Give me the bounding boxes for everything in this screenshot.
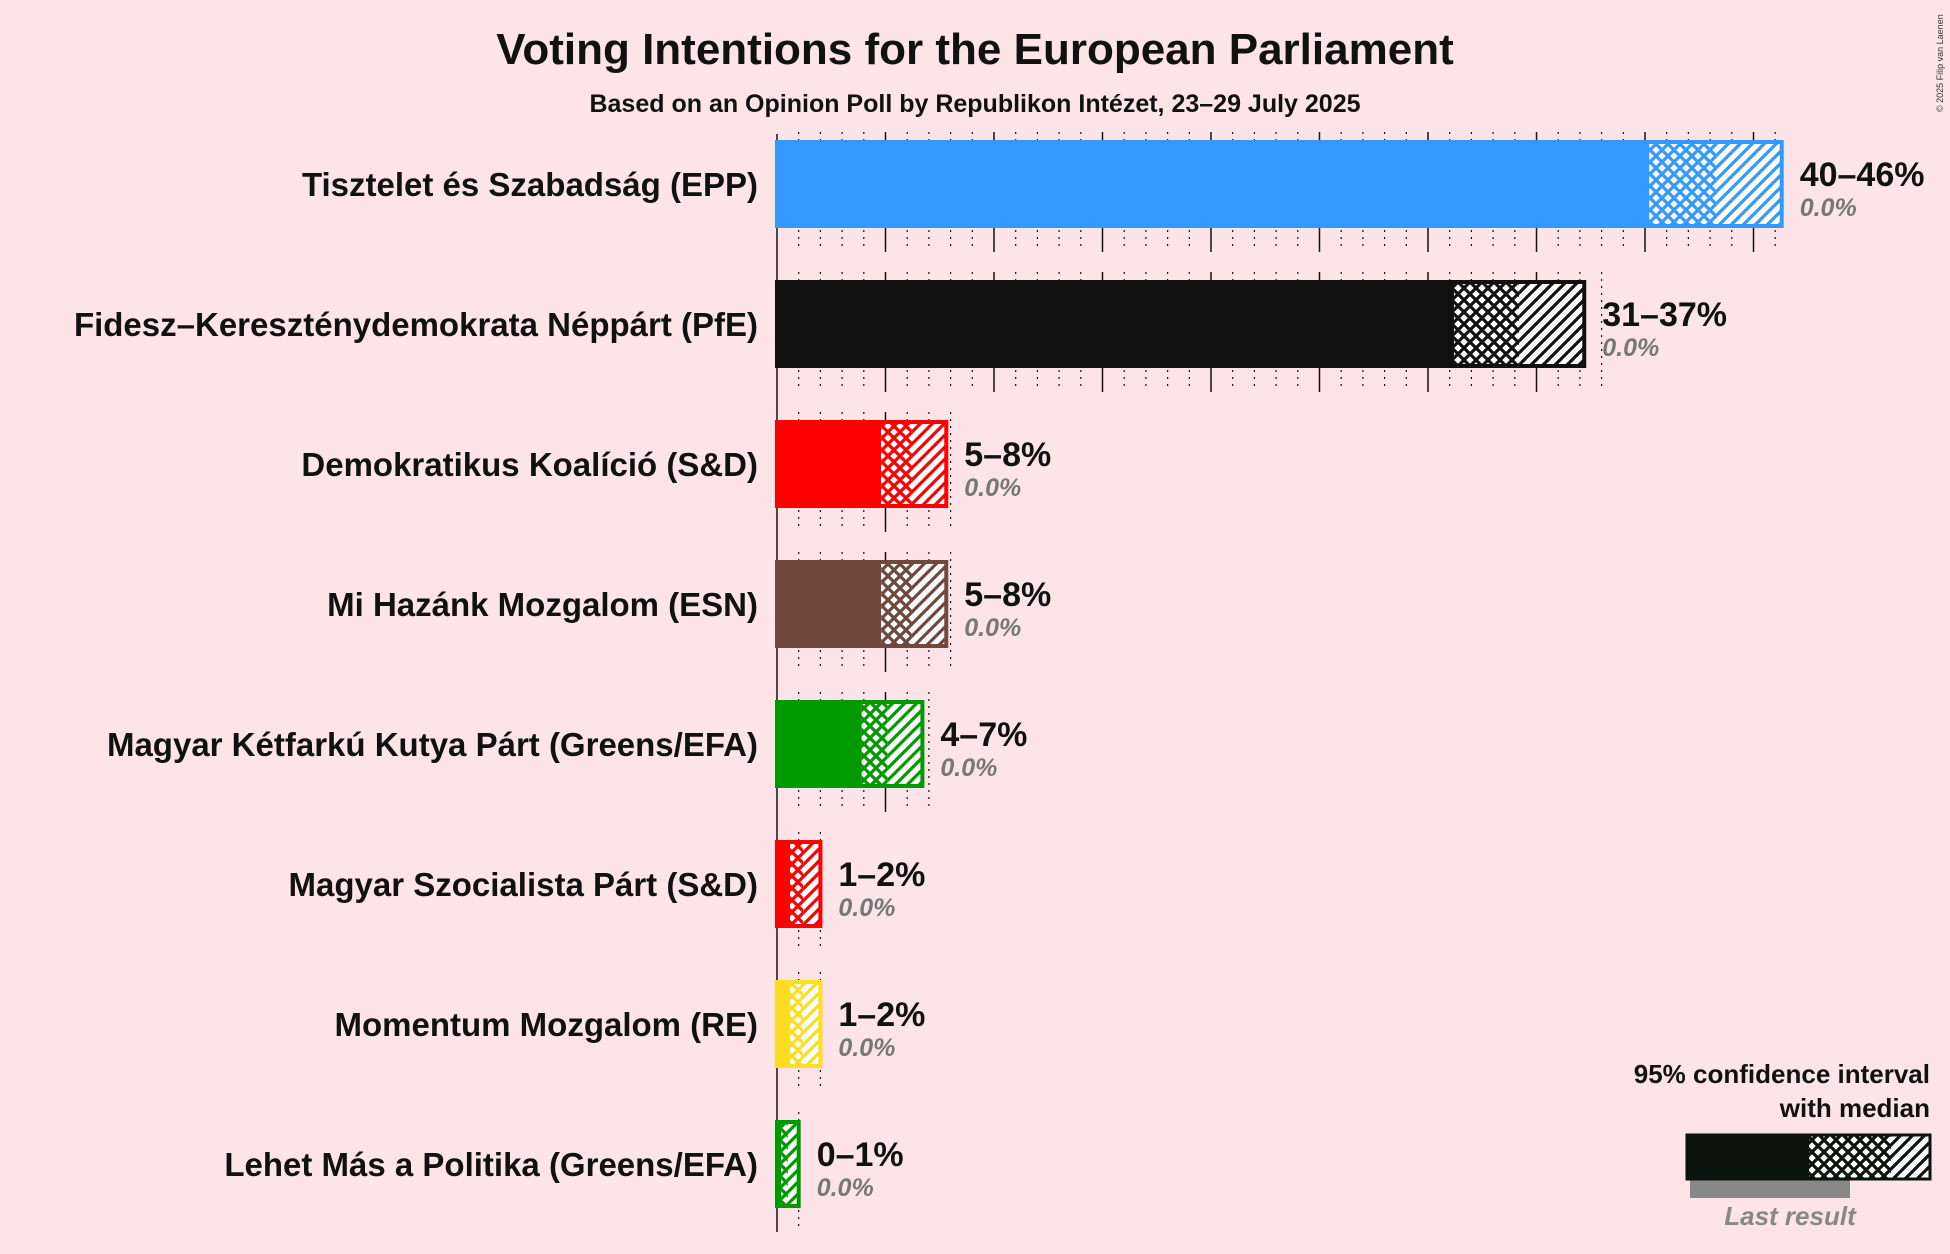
legend-median-label: with median xyxy=(1779,1093,1930,1123)
bar-outline xyxy=(775,700,925,788)
party-row: Magyar Kétfarkú Kutya Párt (Greens/EFA) 4… xyxy=(107,700,1027,788)
range-label: 31–37% xyxy=(1602,296,1727,334)
bar-solid xyxy=(777,842,791,926)
legend-ci-label: 95% confidence interval xyxy=(1634,1059,1930,1089)
bar-outline xyxy=(775,840,823,928)
party-label: Tisztelet és Szabadság (EPP) xyxy=(302,166,758,203)
last-result-label: 0.0% xyxy=(1800,194,1857,222)
bar-ci-upper xyxy=(1716,142,1782,226)
bar-solid xyxy=(777,702,862,786)
legend: 95% confidence interval with median Last… xyxy=(1634,1059,1932,1231)
party-row: Tisztelet és Szabadság (EPP) 40–46%0.0% xyxy=(302,140,1925,228)
party-row: Mi Hazánk Mozgalom (ESN) 5–8%0.0% xyxy=(327,560,1051,648)
legend-crosshatch-swatch xyxy=(1809,1135,1891,1179)
bars-layer: Tisztelet és Szabadság (EPP) 40–46%0.0%Fi… xyxy=(74,140,1925,1208)
copyright-notice: © 2025 Filip van Laenen xyxy=(1935,14,1945,112)
legend-solid-swatch xyxy=(1687,1135,1809,1179)
party-label: Momentum Mozgalom (RE) xyxy=(335,1006,758,1043)
party-label: Mi Hazánk Mozgalom (ESN) xyxy=(327,586,758,623)
bar-ci-lower xyxy=(881,562,912,646)
range-label: 40–46% xyxy=(1800,156,1925,194)
range-label: 5–8% xyxy=(964,436,1051,474)
range-label: 1–2% xyxy=(838,856,925,894)
bar-ci-lower xyxy=(1649,142,1717,226)
last-result-label: 0.0% xyxy=(1602,334,1659,362)
party-row: Lehet Más a Politika (Greens/EFA) 0–1%0.0… xyxy=(224,1120,904,1208)
range-label: 0–1% xyxy=(817,1136,904,1174)
bar-solid xyxy=(777,422,882,506)
bar-ci-upper xyxy=(787,1122,799,1206)
last-result-label: 0.0% xyxy=(964,474,1021,502)
bar-ci-upper xyxy=(803,982,821,1066)
chart-title: Voting Intentions for the European Parli… xyxy=(496,25,1454,74)
legend-last-result-swatch xyxy=(1690,1178,1850,1198)
bar-ci-lower xyxy=(790,982,804,1066)
bar-ci-lower xyxy=(790,842,804,926)
bar-ci-upper xyxy=(887,702,923,786)
bar-solid xyxy=(777,1122,782,1206)
range-label: 4–7% xyxy=(940,716,1027,754)
last-result-label: 0.0% xyxy=(838,1034,895,1062)
bar-ci-upper xyxy=(911,422,947,506)
party-label: Lehet Más a Politika (Greens/EFA) xyxy=(224,1146,758,1183)
party-label: Demokratikus Koalíció (S&D) xyxy=(301,446,758,483)
range-label: 5–8% xyxy=(964,576,1051,614)
bar-ci-upper xyxy=(803,842,821,926)
legend-frame xyxy=(1685,1133,1932,1181)
range-label: 1–2% xyxy=(838,996,925,1034)
chart-subtitle: Based on an Opinion Poll by Republikon I… xyxy=(589,90,1360,118)
party-label: Magyar Kétfarkú Kutya Párt (Greens/EFA) xyxy=(107,726,758,763)
bar-ci-lower xyxy=(881,422,912,506)
bar-ci-lower xyxy=(1454,282,1520,366)
bar-outline xyxy=(775,1120,801,1208)
last-result-label: 0.0% xyxy=(964,614,1021,642)
bar-solid xyxy=(777,982,791,1066)
bar-ci-upper xyxy=(911,562,947,646)
party-row: Fidesz–Kereszténydemokrata Néppárt (PfE)… xyxy=(74,280,1727,368)
legend-last-result-label: Last result xyxy=(1724,1201,1857,1231)
bar-ci-lower xyxy=(861,702,888,786)
last-result-label: 0.0% xyxy=(838,894,895,922)
bar-outline xyxy=(775,980,823,1068)
legend-diagonal-swatch xyxy=(1891,1135,1930,1179)
bar-solid xyxy=(777,562,882,646)
party-label: Fidesz–Kereszténydemokrata Néppárt (PfE) xyxy=(74,306,758,343)
bar-outline xyxy=(775,140,1784,228)
bar-solid xyxy=(777,142,1650,226)
party-label: Magyar Szocialista Párt (S&D) xyxy=(289,866,758,903)
bar-outline xyxy=(775,420,949,508)
last-result-label: 0.0% xyxy=(940,754,997,782)
bar-outline xyxy=(775,560,949,648)
party-row: Momentum Mozgalom (RE) 1–2%0.0% xyxy=(335,980,925,1068)
party-row: Magyar Szocialista Párt (S&D) 1–2%0.0% xyxy=(289,840,925,928)
bar-ci-upper xyxy=(1519,282,1585,366)
bar-outline xyxy=(775,280,1587,368)
last-result-label: 0.0% xyxy=(817,1174,874,1202)
bar-solid xyxy=(777,282,1455,366)
bar-ci-lower xyxy=(781,1122,788,1206)
party-row: Demokratikus Koalíció (S&D) 5–8%0.0% xyxy=(301,420,1051,508)
